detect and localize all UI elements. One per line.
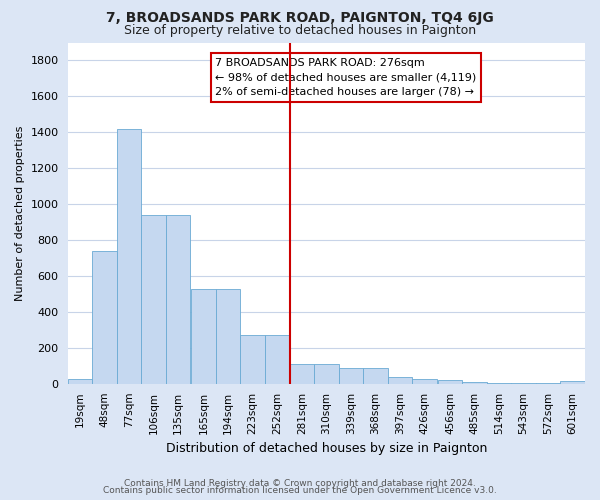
- Bar: [363, 368, 388, 384]
- Bar: [314, 364, 338, 384]
- Bar: [560, 381, 585, 384]
- Bar: [241, 336, 265, 384]
- Bar: [511, 383, 536, 384]
- Bar: [191, 288, 216, 384]
- Bar: [117, 128, 142, 384]
- Bar: [412, 380, 437, 384]
- Bar: [290, 364, 314, 384]
- Text: Contains HM Land Registry data © Crown copyright and database right 2024.: Contains HM Land Registry data © Crown c…: [124, 478, 476, 488]
- X-axis label: Distribution of detached houses by size in Paignton: Distribution of detached houses by size …: [166, 442, 487, 455]
- Bar: [536, 383, 560, 384]
- Text: 7 BROADSANDS PARK ROAD: 276sqm
← 98% of detached houses are smaller (4,119)
2% o: 7 BROADSANDS PARK ROAD: 276sqm ← 98% of …: [215, 58, 476, 98]
- Text: Contains public sector information licensed under the Open Government Licence v3: Contains public sector information licen…: [103, 486, 497, 495]
- Bar: [68, 380, 92, 384]
- Bar: [338, 368, 363, 384]
- Bar: [462, 382, 487, 384]
- Text: Size of property relative to detached houses in Paignton: Size of property relative to detached ho…: [124, 24, 476, 37]
- Text: 7, BROADSANDS PARK ROAD, PAIGNTON, TQ4 6JG: 7, BROADSANDS PARK ROAD, PAIGNTON, TQ4 6…: [106, 11, 494, 25]
- Bar: [437, 380, 462, 384]
- Bar: [92, 251, 117, 384]
- Bar: [487, 383, 511, 384]
- Bar: [216, 288, 241, 384]
- Y-axis label: Number of detached properties: Number of detached properties: [15, 126, 25, 301]
- Bar: [142, 215, 166, 384]
- Bar: [388, 376, 412, 384]
- Bar: [166, 215, 190, 384]
- Bar: [265, 336, 290, 384]
